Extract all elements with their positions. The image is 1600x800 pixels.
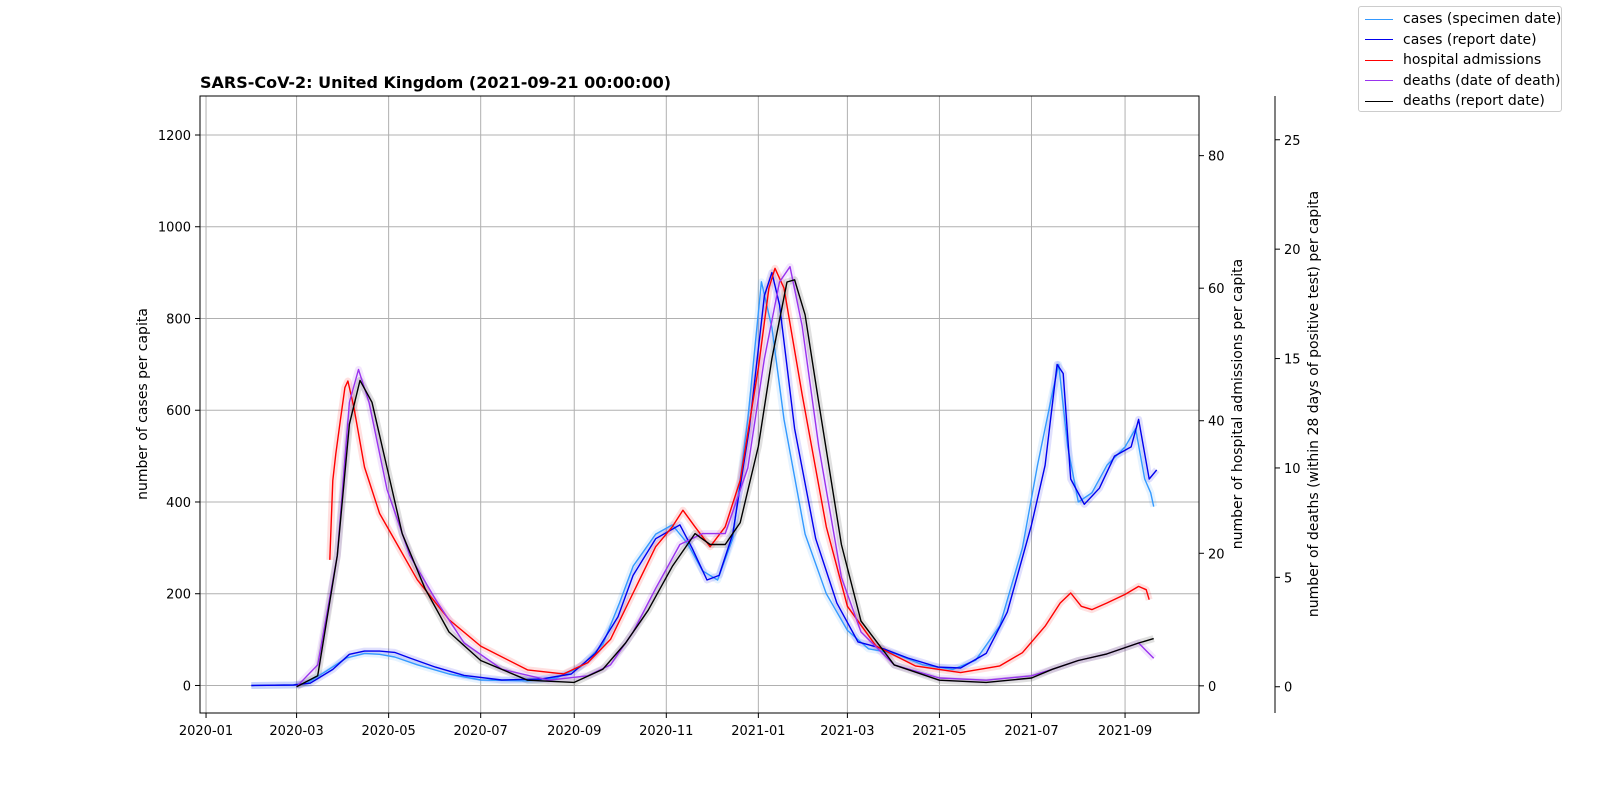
x-tick-label: 2021-09 — [1098, 724, 1152, 739]
y-tick-label-hospital: 0 — [1208, 680, 1216, 695]
series-line-4 — [296, 279, 1154, 688]
legend-item: cases (specimen date) — [1365, 9, 1561, 29]
y-tick-label-deaths: 0 — [1284, 681, 1292, 696]
y-tick-label-deaths: 10 — [1284, 462, 1301, 477]
x-tick-label: 2021-01 — [731, 724, 785, 739]
y-tick-label-cases: 1200 — [158, 129, 191, 144]
x-tick-label: 2020-09 — [547, 724, 601, 739]
plot-frame — [199, 95, 1200, 714]
x-tick-label: 2020-07 — [454, 724, 508, 739]
legend-label: hospital admissions — [1403, 52, 1542, 68]
x-tick-label: 2020-01 — [179, 724, 233, 739]
y-axis-label-cases: number of cases per capita — [135, 308, 151, 500]
y-tick-label-deaths: 5 — [1284, 571, 1292, 586]
y-tick-label-cases: 600 — [166, 404, 191, 419]
x-tick-label: 2020-05 — [361, 724, 415, 739]
x-tick-label: 2020-11 — [639, 724, 693, 739]
series-line-2 — [329, 267, 1150, 675]
series-line-0 — [251, 281, 1155, 687]
chart-legend: cases (specimen date) cases (report date)… — [1358, 6, 1562, 112]
series-band-2 — [326, 264, 1153, 678]
y-tick-label-cases: 800 — [166, 312, 191, 327]
series-line-3 — [296, 266, 1155, 688]
chart-title: SARS-CoV-2: United Kingdom (2021-09-21 0… — [200, 73, 671, 92]
series-band-3 — [294, 263, 1157, 690]
y-axis-label-hospital: number of hospital admissions per capita — [1230, 259, 1246, 549]
legend-item: deaths (date of death) — [1365, 71, 1561, 91]
series-band-4 — [294, 276, 1155, 690]
legend-swatch — [1365, 100, 1393, 102]
x-tick-label: 2020-03 — [269, 724, 323, 739]
y-tick-label-cases: 0 — [183, 679, 191, 694]
y-tick-label-hospital: 80 — [1208, 150, 1225, 165]
legend-swatch — [1365, 18, 1393, 20]
x-tick-label: 2021-03 — [820, 724, 874, 739]
x-tick-label: 2021-05 — [912, 724, 966, 739]
y-tick-label-hospital: 60 — [1208, 282, 1225, 297]
y-tick-label-deaths: 20 — [1284, 243, 1301, 258]
y-tick-label-hospital: 40 — [1208, 415, 1225, 430]
legend-item: cases (report date) — [1365, 30, 1537, 50]
smoothed-series-layer — [251, 266, 1158, 688]
y-tick-label-cases: 400 — [166, 496, 191, 511]
legend-label: cases (specimen date) — [1403, 11, 1562, 27]
x-tick-label: 2021-07 — [1004, 724, 1058, 739]
legend-label: deaths (date of death) — [1403, 72, 1561, 89]
legend-label: deaths (report date) — [1403, 93, 1545, 109]
y-tick-label-cases: 1000 — [158, 221, 191, 236]
series-line-1 — [251, 271, 1158, 687]
legend-item: deaths (report date) — [1365, 91, 1545, 111]
y-tick-label-cases: 200 — [166, 588, 191, 603]
y-tick-label-deaths: 15 — [1284, 353, 1301, 368]
grid — [200, 96, 1199, 713]
legend-swatch — [1365, 59, 1393, 61]
y-tick-label-hospital: 20 — [1208, 547, 1225, 562]
raw-series-layer — [251, 263, 1160, 690]
legend-swatch — [1365, 39, 1393, 40]
y-axis-label-deaths: number of deaths (within 28 days of posi… — [1306, 191, 1322, 617]
legend-item: hospital admissions — [1365, 50, 1541, 70]
axes: 2020-01 2020-03 2020-05 2020-07 2020-09 2020-… — [158, 96, 1301, 739]
y-tick-label-deaths: 25 — [1284, 134, 1301, 149]
legend-label: cases (report date) — [1403, 31, 1537, 48]
legend-swatch — [1365, 80, 1393, 81]
